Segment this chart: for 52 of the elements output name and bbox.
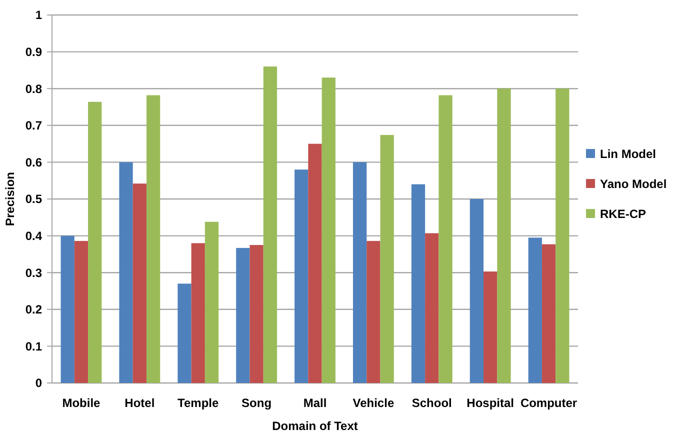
bar xyxy=(438,95,452,383)
bar xyxy=(470,199,484,383)
y-tick-label: 0 xyxy=(35,376,42,390)
y-tick-label: 0.6 xyxy=(25,155,42,170)
x-tick-label: Computer xyxy=(520,396,578,410)
y-tick-label: 0.2 xyxy=(25,302,42,317)
x-tick-label: Mobile xyxy=(62,396,101,410)
bar xyxy=(74,240,88,383)
bar xyxy=(263,66,278,383)
bar xyxy=(497,88,511,383)
x-tick-label: Temple xyxy=(178,396,219,410)
bar xyxy=(308,144,322,383)
bar xyxy=(425,233,439,383)
bar xyxy=(191,243,205,383)
x-tick-label: Hospital xyxy=(466,396,514,410)
bar xyxy=(484,271,498,383)
bar xyxy=(380,134,394,383)
legend-label: Yano Model xyxy=(600,177,667,192)
y-tick-label: 1 xyxy=(35,8,42,22)
y-tick-label: 0.5 xyxy=(25,192,42,206)
y-tick-label: 0.3 xyxy=(25,266,42,280)
bar xyxy=(352,162,367,383)
bar xyxy=(366,240,380,383)
bar xyxy=(542,244,556,383)
bar xyxy=(88,102,102,383)
legend-label: RKE-CP xyxy=(600,207,646,222)
x-tick-label: Vehicle xyxy=(352,396,394,410)
y-tick-label: 0.8 xyxy=(25,82,42,96)
x-tick-label: Song xyxy=(242,396,272,410)
legend-label: Lin Model xyxy=(600,147,656,162)
bar xyxy=(119,162,133,383)
y-tick-label: 0.1 xyxy=(25,339,42,354)
bar xyxy=(60,236,74,383)
bar xyxy=(528,238,542,383)
bar xyxy=(204,222,219,383)
bar xyxy=(556,88,570,383)
bar xyxy=(146,95,160,383)
bar xyxy=(236,248,250,383)
x-tick-label: School xyxy=(412,396,452,410)
x-axis-title: Domain of Text xyxy=(272,419,358,433)
y-tick-label: 0.7 xyxy=(25,118,42,133)
y-tick-label: 0.4 xyxy=(25,229,42,243)
y-tick-label: 0.9 xyxy=(25,45,42,59)
bar xyxy=(411,184,426,383)
x-tick-label: Mall xyxy=(303,396,327,410)
bar xyxy=(178,284,192,383)
bar xyxy=(250,245,264,383)
x-tick-label: Hotel xyxy=(124,396,155,410)
bar xyxy=(294,170,308,383)
bar xyxy=(132,184,146,383)
bar xyxy=(322,78,336,383)
y-axis-title: Precision xyxy=(3,172,17,226)
